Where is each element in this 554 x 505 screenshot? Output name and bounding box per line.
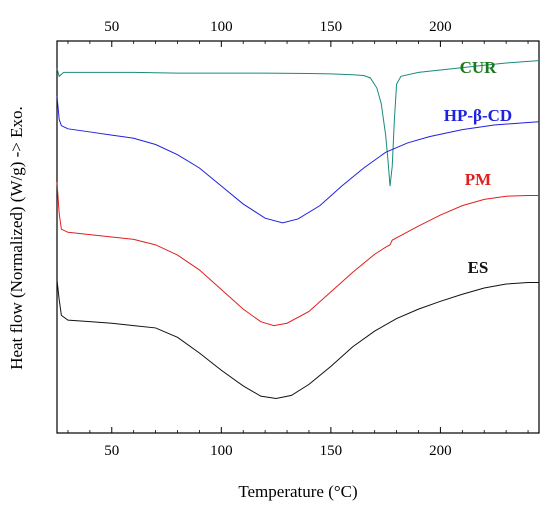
x-tick-label-bottom-150: 150 <box>320 443 343 459</box>
x-tick-label-bottom-50: 50 <box>104 443 119 459</box>
x-tick-label-top-50: 50 <box>104 19 119 35</box>
x-tick-label-bottom-100: 100 <box>210 443 233 459</box>
x-tick-label-bottom-200: 200 <box>429 443 452 459</box>
series-label-pm: PM <box>465 170 491 189</box>
x-tick-label-top-100: 100 <box>210 19 233 35</box>
x-tick-label-top-200: 200 <box>429 19 452 35</box>
series-labels: CUR HP-β-CD PM ES <box>444 58 512 277</box>
plot-frame <box>56 40 540 434</box>
series-line-cur <box>56 60 540 187</box>
tick-group: 50 50 100 100 150 150 200 200 <box>67 19 529 459</box>
y-axis-title: Heat flow (Normalized) (W/g) -> Exo. <box>7 106 26 370</box>
series-line-hp-cd <box>56 95 540 224</box>
x-tick-label-top-150: 150 <box>320 19 343 35</box>
series-line-pm <box>56 182 539 327</box>
series-label-hp-cd: HP-β-CD <box>444 106 512 125</box>
series-lines <box>56 60 540 400</box>
series-line-es <box>56 280 539 400</box>
x-axis-title: Temperature (°C) <box>238 482 357 501</box>
series-label-es: ES <box>468 258 489 277</box>
series-label-cur: CUR <box>460 58 498 77</box>
